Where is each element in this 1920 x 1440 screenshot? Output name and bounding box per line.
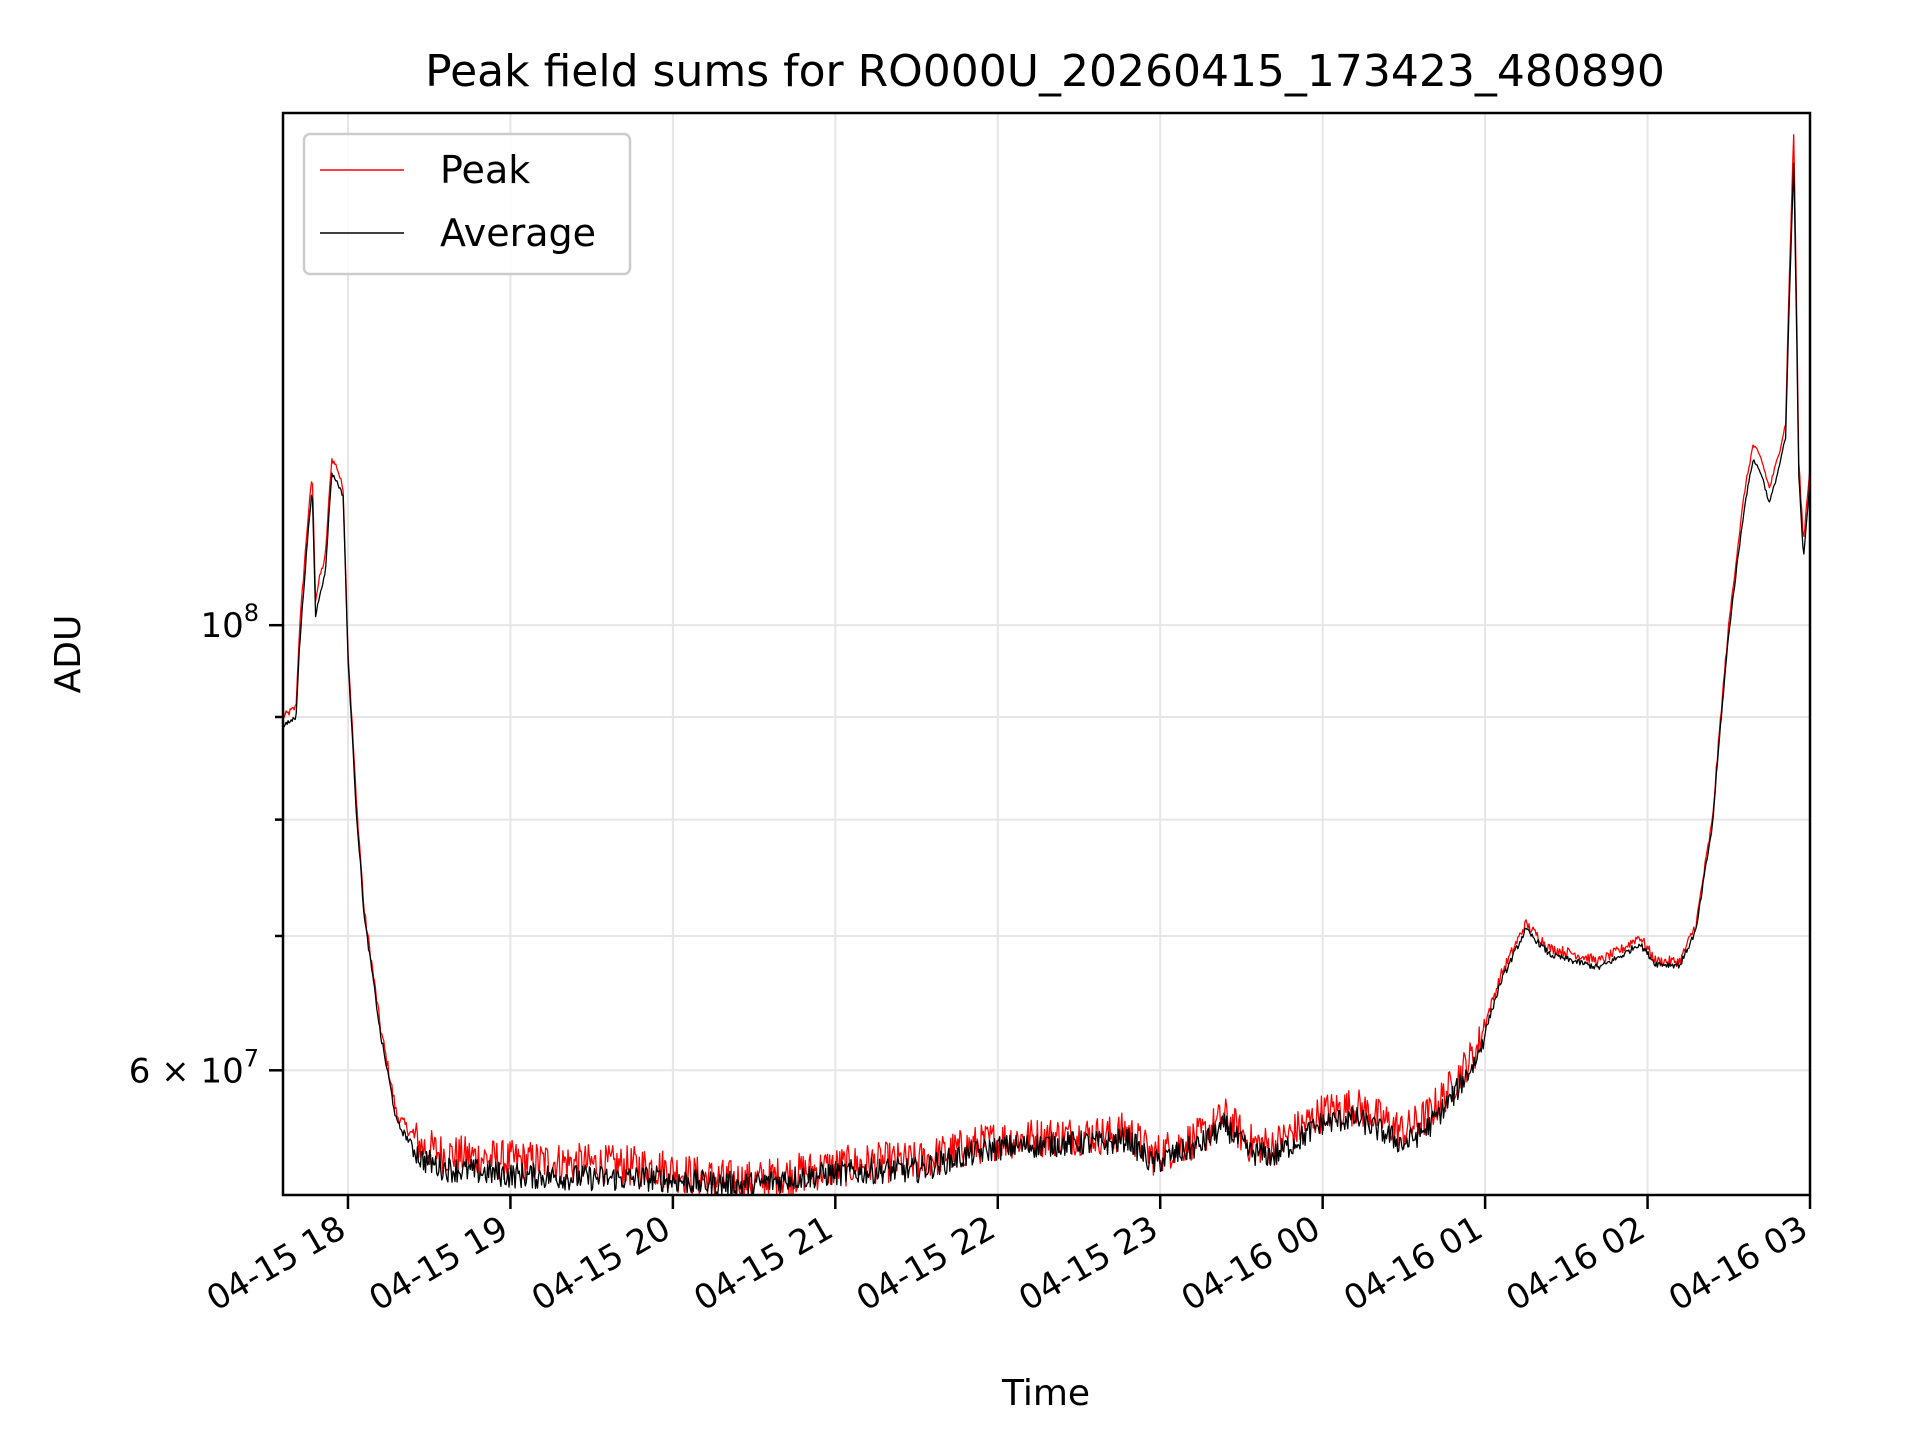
y-tick-label-exponent: 8: [244, 599, 259, 627]
plot-frame: [281, 111, 1812, 1197]
legend: Peak Average: [302, 132, 632, 276]
y-tick-label-base: 10: [200, 606, 243, 646]
legend-label-average: Average: [440, 211, 596, 255]
chart-title: Peak field sums for RO000U_20260415_1734…: [425, 46, 1665, 97]
legend-box: [302, 132, 632, 276]
legend-label-peak: Peak: [440, 148, 530, 192]
data-layer: [282, 134, 1811, 1195]
y-tick-label: 108: [200, 599, 259, 646]
y-tick-label: 6 × 107: [129, 1044, 259, 1091]
y-tick-label-exponent: 7: [244, 1044, 259, 1072]
series-line-average: [282, 162, 1811, 1195]
y-axis-label: ADU: [48, 615, 89, 694]
x-axis-label: Time: [1001, 1373, 1090, 1414]
y-tick-label-base: 6 × 10: [129, 1051, 244, 1091]
